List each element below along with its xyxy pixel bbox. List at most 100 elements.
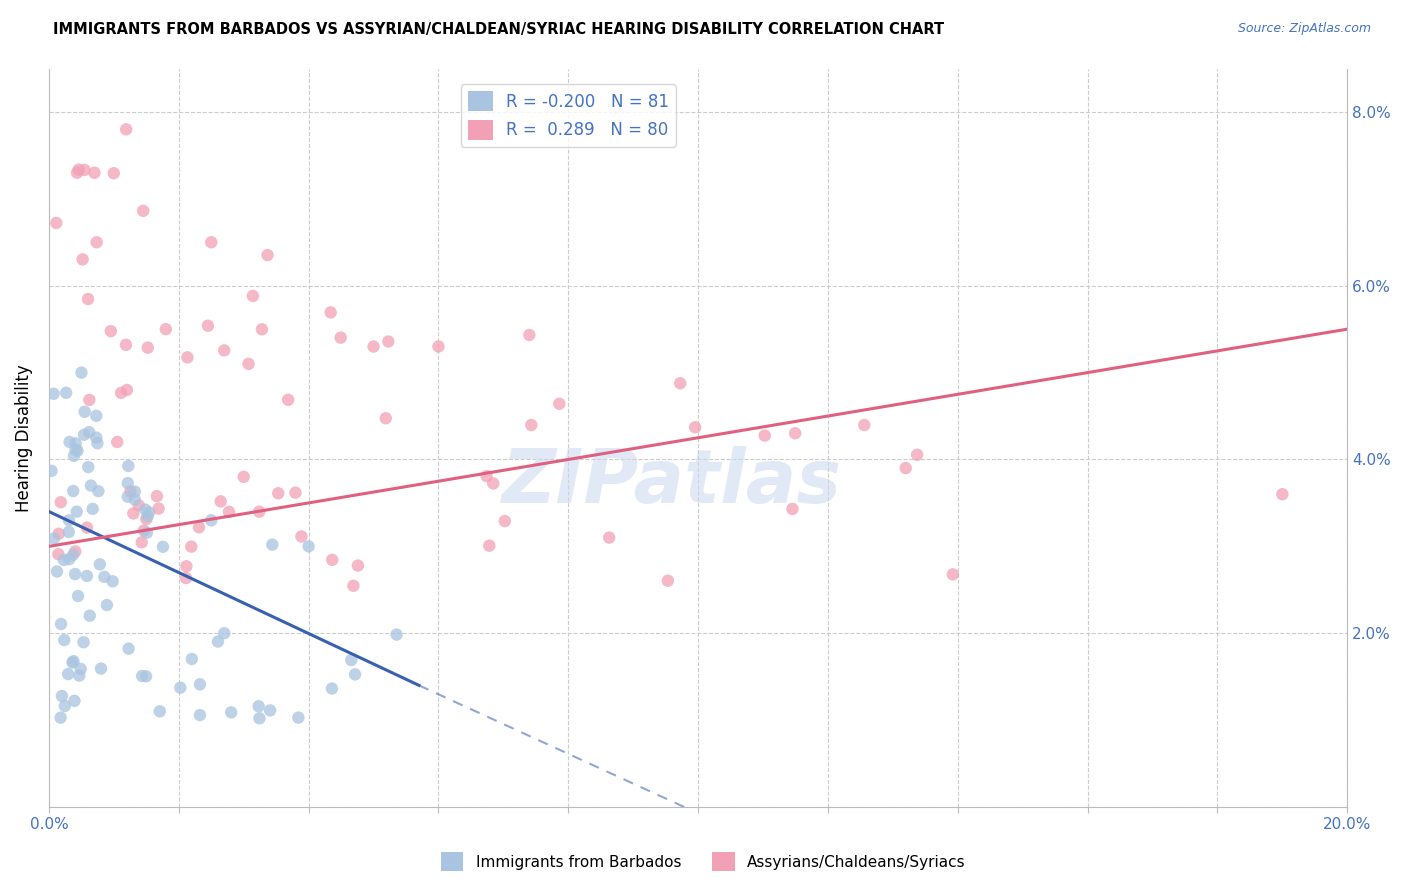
Point [84, 431, 107, 445]
Point [146, 489, 169, 503]
Point [132, 524, 155, 538]
Point [100, 324, 122, 338]
Point [65, 544, 87, 558]
Point [105, 434, 128, 449]
Point [519, 327, 541, 342]
Point [132, 203, 155, 218]
Point [117, 458, 139, 473]
Point [58, 434, 80, 449]
Point [180, 652, 202, 666]
Point [277, 392, 299, 407]
Point [96, 598, 118, 612]
Point [103, 166, 125, 180]
Point [238, 357, 260, 371]
Point [363, 339, 385, 353]
Point [73, 427, 96, 442]
Point [942, 567, 965, 582]
Point [49, 617, 72, 632]
Point [148, 501, 170, 516]
Point [174, 571, 197, 585]
Point [250, 322, 273, 336]
Point [66, 443, 89, 458]
Point [287, 710, 309, 724]
Point [134, 502, 156, 516]
Point [62, 548, 84, 562]
Text: Source: ZipAtlas.com: Source: ZipAtlas.com [1237, 22, 1371, 36]
Point [62, 656, 84, 670]
Point [63, 567, 86, 582]
Point [249, 711, 271, 725]
Point [67, 162, 90, 177]
Point [48, 547, 70, 561]
Point [86, 235, 108, 250]
Point [212, 343, 235, 358]
Point [377, 334, 399, 349]
Legend: R = -0.200   N = 81, R =  0.289   N = 80: R = -0.200 N = 81, R = 0.289 N = 80 [461, 84, 676, 146]
Point [83, 166, 105, 180]
Point [342, 579, 364, 593]
Point [67, 589, 90, 603]
Point [242, 289, 264, 303]
Point [136, 341, 159, 355]
Point [894, 461, 917, 475]
Point [63, 449, 86, 463]
Point [63, 694, 86, 708]
Point [53, 698, 76, 713]
Point [347, 558, 370, 573]
Point [135, 669, 157, 683]
Point [782, 502, 804, 516]
Point [79, 392, 101, 407]
Point [152, 540, 174, 554]
Point [77, 292, 100, 306]
Point [200, 235, 222, 250]
Point [478, 539, 501, 553]
Point [51, 689, 73, 703]
Point [344, 667, 367, 681]
Point [86, 409, 108, 423]
Point [267, 486, 290, 500]
Point [176, 351, 198, 365]
Point [56, 667, 79, 681]
Point [548, 397, 571, 411]
Point [86, 436, 108, 450]
Point [135, 512, 157, 526]
Point [62, 483, 84, 498]
Text: IMMIGRANTS FROM BARBADOS VS ASSYRIAN/CHALDEAN/SYRIAC HEARING DISABILITY CORRELAT: IMMIGRANTS FROM BARBADOS VS ASSYRIAN/CHA… [53, 22, 945, 37]
Point [77, 460, 100, 475]
Point [131, 669, 153, 683]
Point [200, 513, 222, 527]
Point [101, 574, 124, 589]
Point [247, 505, 270, 519]
Point [340, 653, 363, 667]
Point [475, 469, 498, 483]
Point [180, 540, 202, 554]
Point [41, 464, 63, 478]
Point [90, 662, 112, 676]
Point [72, 252, 94, 267]
Point [482, 476, 505, 491]
Point [73, 405, 96, 419]
Point [46, 565, 69, 579]
Point [256, 248, 278, 262]
Point [188, 677, 211, 691]
Point [1271, 487, 1294, 501]
Point [65, 436, 87, 450]
Point [128, 499, 150, 513]
Point [321, 681, 343, 696]
Point [176, 559, 198, 574]
Point [58, 524, 80, 539]
Point [329, 330, 352, 344]
Point [669, 376, 692, 391]
Point [284, 485, 307, 500]
Point [853, 418, 876, 433]
Point [122, 507, 145, 521]
Point [207, 634, 229, 648]
Point [785, 426, 807, 441]
Point [73, 163, 96, 178]
Point [58, 513, 80, 527]
Text: ZIPatlas: ZIPatlas [502, 446, 842, 518]
Point [49, 711, 72, 725]
Point [136, 509, 159, 524]
Point [58, 552, 80, 566]
Point [77, 425, 100, 440]
